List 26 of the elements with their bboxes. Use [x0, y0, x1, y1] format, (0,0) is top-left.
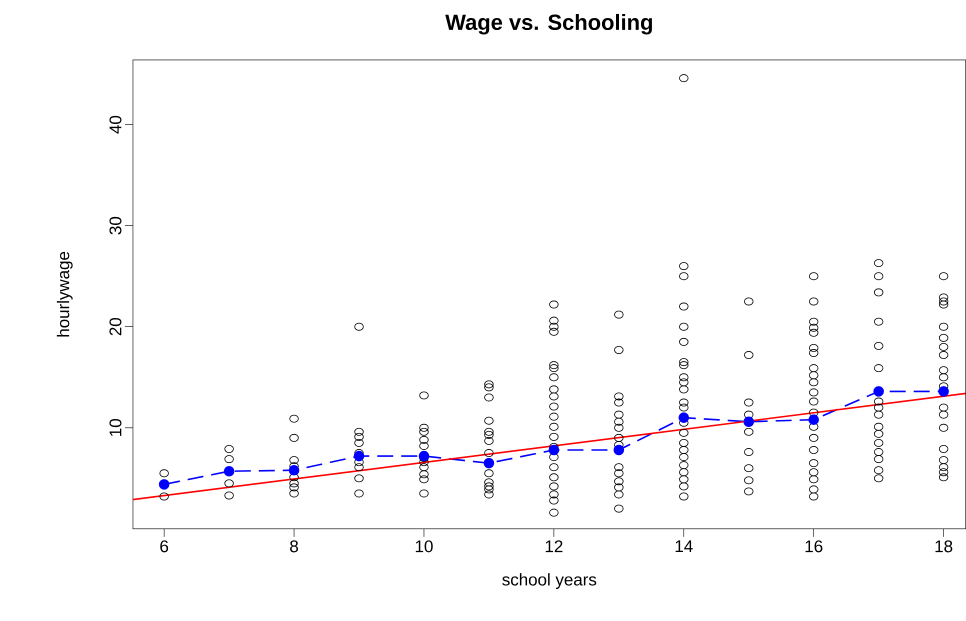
point: [614, 444, 624, 456]
x-tick-label: 6: [160, 540, 168, 552]
x-tick-label: 8: [290, 540, 298, 552]
point: [354, 450, 364, 462]
x-tick-label: 18: [936, 540, 952, 552]
chart-title: Wage vs. Schooling: [445, 14, 652, 35]
point: [224, 466, 234, 477]
y-tick-label: 20: [109, 318, 122, 336]
point: [484, 458, 494, 469]
point: [808, 414, 819, 426]
y-tick-label: 40: [109, 116, 122, 134]
y-axis-title: hourlywage: [56, 252, 73, 337]
point: [158, 479, 170, 490]
y-tick-label: 10: [109, 419, 122, 436]
x-tick-label: 16: [806, 540, 822, 552]
point: [938, 386, 949, 397]
point: [678, 412, 690, 424]
x-tick-label: 10: [416, 540, 433, 552]
y-tick-label: 30: [109, 217, 122, 235]
x-tick-label: 12: [546, 540, 562, 552]
x-axis-title: school years: [502, 573, 596, 590]
point: [548, 444, 560, 456]
point: [873, 386, 884, 397]
point: [418, 450, 430, 462]
point: [288, 465, 300, 476]
x-tick-label: 14: [676, 540, 693, 552]
